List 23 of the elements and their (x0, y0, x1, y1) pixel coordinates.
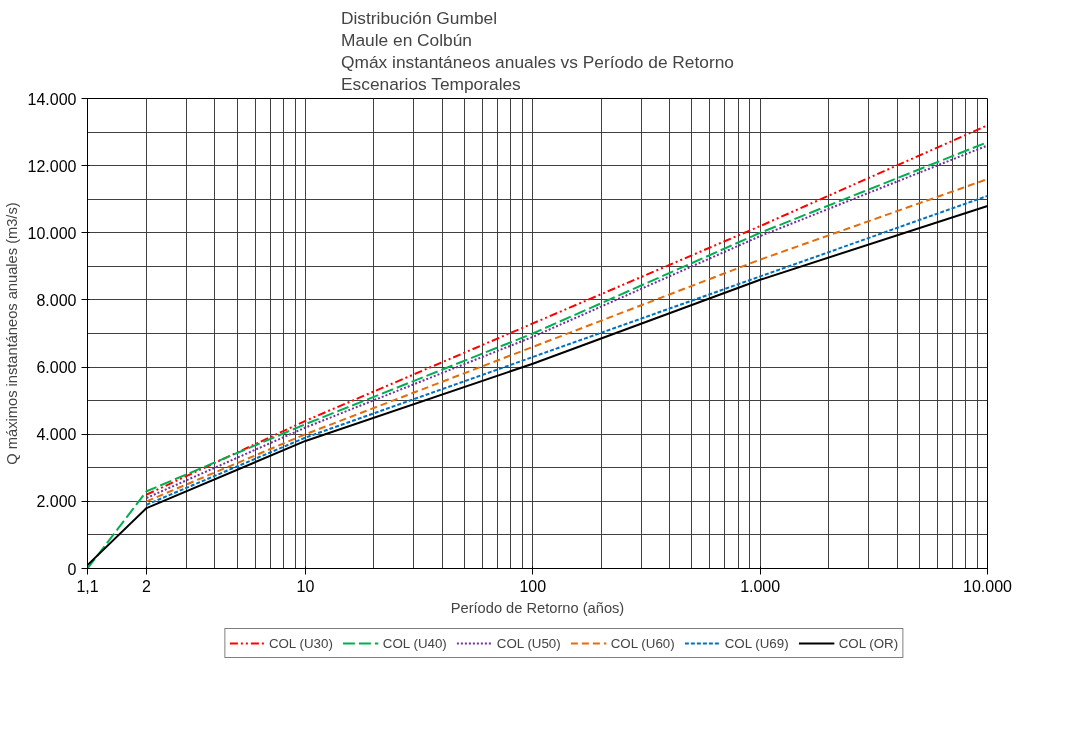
chart-title: Distribución Gumbel Maule en Colbún Qmáx instantáneos anuales vs Período de Retorno Escenarios Temporales (341, 7, 735, 94)
x-tick-label: 2 (142, 577, 152, 595)
x-tick-label: 1.000 (740, 577, 781, 595)
y-tick-label: 10.000 (27, 224, 77, 242)
legend-label: COL (U69) (724, 635, 789, 651)
x-tick-label: 100 (519, 577, 547, 595)
legend-label: COL (OR) (838, 635, 899, 651)
legend-label: COL (U50) (496, 635, 561, 651)
legend-label: COL (U60) (610, 635, 675, 651)
y-tick-label: 0 (67, 560, 77, 578)
x-axis-title: Período de Retorno (años) (450, 599, 625, 616)
y-axis-title: Q máximos instantáneos anuales (m3/s) (3, 202, 20, 465)
legend-label: COL (U30) (268, 635, 333, 651)
y-tick-label: 12.000 (27, 157, 77, 175)
y-tick-label: 2.000 (36, 493, 77, 511)
y-tick-label: 8.000 (36, 291, 77, 309)
y-tick-label: 4.000 (36, 426, 77, 444)
x-tick-label: 10 (296, 577, 315, 595)
legend-label: COL (U40) (382, 635, 447, 651)
x-tick-label: 1,1 (76, 577, 99, 595)
y-tick-label: 14.000 (27, 90, 77, 108)
y-tick-label: 6.000 (36, 359, 77, 377)
x-tick-label: 10.000 (963, 577, 1013, 595)
